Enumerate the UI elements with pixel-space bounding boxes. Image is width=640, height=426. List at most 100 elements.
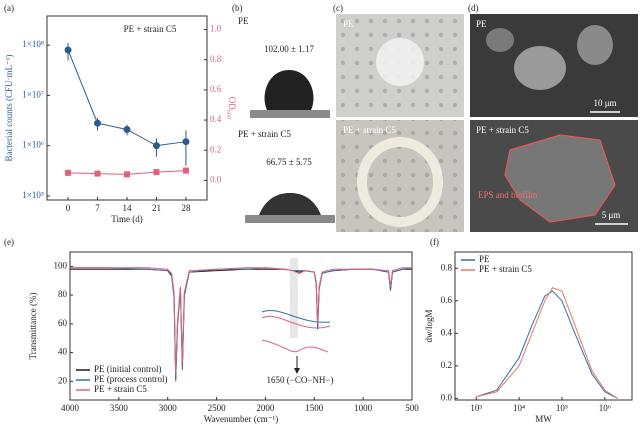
- x-tick-label: 3500: [110, 403, 129, 413]
- panel-label: (d): [468, 3, 479, 13]
- substrate: [245, 215, 335, 223]
- legend-label: PE (process control): [94, 374, 167, 384]
- inset-curve: [261, 316, 331, 353]
- y-tick-label: 1×10⁵: [22, 190, 44, 200]
- y-tick-label: 0.2: [441, 360, 452, 370]
- point: [94, 170, 101, 177]
- series-line: [476, 290, 618, 399]
- y2-tick-label: 0.2: [210, 144, 221, 154]
- y-tick-label: 60: [58, 318, 68, 328]
- y2-tick-label: 1.0: [210, 24, 222, 34]
- sample-title: PE + strain C5: [343, 125, 396, 135]
- y-tick-label: 1×10⁸: [22, 39, 44, 49]
- y2-tick-label: 0.6: [210, 84, 222, 94]
- sample-title: PE + strain C5: [476, 125, 529, 135]
- series-line: [476, 287, 619, 399]
- contact-angle: 66.75 ± 5.75: [266, 157, 312, 167]
- sample-title: PE: [476, 19, 487, 29]
- annotation: 1650 (−CO−NH−): [267, 375, 334, 385]
- inset-curve: [261, 310, 331, 323]
- sample-title: PE + strain C5: [238, 129, 291, 139]
- annotation: EPS and biofilm: [478, 190, 538, 200]
- panel-label: (e): [4, 237, 14, 247]
- x-tick-label: 10³: [470, 403, 482, 413]
- particle: [514, 46, 566, 90]
- x-tick-label: 3000: [159, 403, 178, 413]
- y2-axis-label: OD₆₀₀: [227, 97, 237, 119]
- y-tick-label: 1×10⁶: [22, 140, 44, 150]
- legend-label: PE (initial control): [94, 364, 162, 374]
- panel-label: (a): [4, 3, 14, 13]
- x-tick-label: 14: [123, 203, 133, 213]
- droplet: [264, 70, 314, 110]
- legend-label: PE: [479, 254, 490, 264]
- sample-title: PE: [343, 19, 354, 29]
- x-tick-label: 1000: [354, 403, 373, 413]
- x-tick-label: 1500: [305, 403, 324, 413]
- x-tick-label: 10⁶: [599, 403, 611, 413]
- y2-tick-label: 0.4: [210, 114, 222, 124]
- legend-label: PE + strain C5: [479, 264, 532, 274]
- series-line: [70, 267, 412, 375]
- point: [65, 169, 72, 176]
- y-tick-label: 0.6: [441, 295, 453, 305]
- panel-label: (c): [333, 3, 343, 13]
- scale-label: 10 μm: [593, 98, 616, 108]
- scale-label: 5 μm: [602, 210, 621, 220]
- particle: [486, 28, 514, 52]
- biofilm-outline: [504, 134, 616, 223]
- panel-label: (f): [430, 237, 439, 247]
- point: [182, 138, 190, 146]
- plot-frame: [69, 251, 413, 401]
- y-tick-label: 1×10⁷: [22, 89, 44, 99]
- x-tick-label: 21: [152, 203, 161, 213]
- x-tick-label: 28: [181, 203, 191, 213]
- substrate: [250, 110, 330, 118]
- x-axis-label: Time (d): [111, 214, 142, 224]
- y2-tick-label: 0.8: [210, 54, 222, 64]
- arrow-head: [294, 368, 300, 374]
- sample-spot: [376, 38, 424, 86]
- x-tick-label: 10⁵: [556, 403, 568, 413]
- y-tick-label: 0.0: [441, 392, 453, 402]
- x-tick-label: 2000: [256, 403, 275, 413]
- highlight-band: [290, 258, 298, 338]
- point: [182, 167, 189, 174]
- x-axis-label: MW: [535, 414, 552, 424]
- sample-ring: [357, 137, 443, 227]
- photo-texture: [336, 120, 464, 232]
- particle: [577, 25, 613, 65]
- y-axis-label: Bacterial counts (CFU·mL⁻¹): [4, 55, 14, 162]
- y-axis-label: dw/logM: [424, 309, 434, 342]
- point: [123, 125, 131, 133]
- sample-title: PE: [238, 16, 249, 26]
- x-axis-label: Wavenumber (cm⁻¹): [204, 414, 278, 424]
- y-tick-label: 40: [58, 347, 68, 357]
- legend-label: PE + strain C5: [94, 384, 147, 394]
- x-tick-label: 7: [95, 203, 100, 213]
- x-tick-label: 500: [405, 403, 419, 413]
- panel-label: (b): [232, 3, 243, 13]
- y-axis-label: Transmittance (%): [28, 293, 38, 360]
- x-tick-label: 0: [66, 203, 71, 213]
- x-tick-label: 2500: [208, 403, 227, 413]
- y-tick-label: 0.4: [441, 327, 453, 337]
- point: [152, 142, 160, 150]
- point: [153, 169, 160, 176]
- x-tick-label: 10⁴: [513, 403, 525, 413]
- plot-frame: [454, 251, 633, 401]
- point: [124, 171, 130, 178]
- y-tick-label: 0.8: [441, 262, 453, 272]
- point: [94, 119, 102, 127]
- y-tick-label: 80: [58, 289, 68, 299]
- droplet: [259, 193, 321, 215]
- contact-angle: 102.00 ± 1.17: [264, 44, 314, 54]
- x-tick-label: 4000: [61, 403, 80, 413]
- annotation: PE + strain C5: [124, 24, 177, 34]
- series-line: [70, 268, 412, 379]
- y-tick-label: 20: [58, 375, 68, 385]
- y2-tick-label: 0.0: [210, 174, 222, 184]
- y-tick-label: 100: [54, 260, 68, 270]
- point: [64, 46, 72, 54]
